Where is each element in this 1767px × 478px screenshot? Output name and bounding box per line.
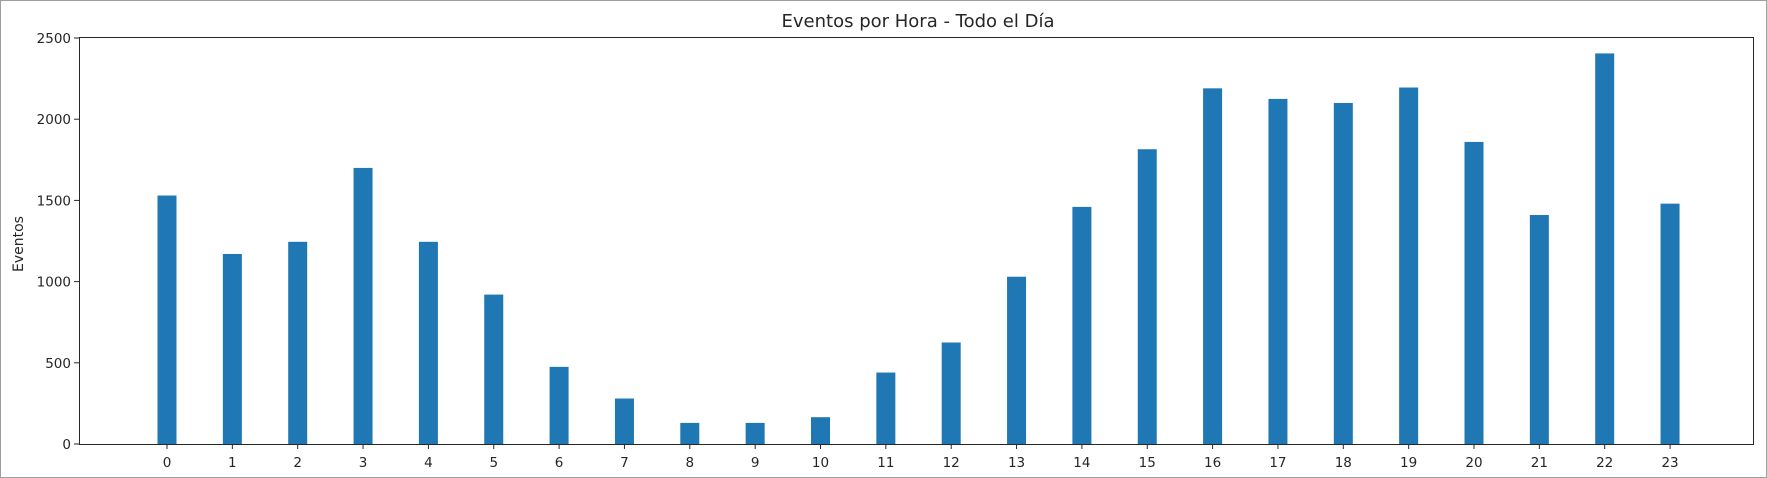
- x-tick-label: 19: [1400, 455, 1417, 471]
- bar-hour-5: [484, 294, 504, 444]
- x-tick-label: 12: [943, 455, 960, 471]
- bar-hour-11: [876, 372, 896, 444]
- y-tick-label: 1000: [37, 275, 71, 291]
- chart-title: Eventos por Hora - Todo el Día: [782, 11, 1055, 32]
- x-tick-label: 7: [620, 455, 629, 471]
- y-tick-label: 1500: [37, 193, 71, 209]
- bar-hour-15: [1137, 149, 1157, 445]
- x-tick-label: 18: [1335, 455, 1352, 471]
- bar-hour-1: [222, 253, 242, 444]
- x-tick-label: 14: [1073, 455, 1090, 471]
- y-tick-label: 0: [62, 437, 71, 453]
- bar-hour-10: [811, 417, 830, 444]
- y-axis-label: Eventos: [11, 216, 27, 272]
- bar-hour-16: [1203, 88, 1223, 444]
- bar-hour-13: [1007, 276, 1027, 444]
- y-tick-label: 500: [45, 356, 71, 372]
- bar-hour-9: [745, 422, 765, 444]
- x-ticks-group: 0 1 2 3 4 5 6 7 8 9 10 11 12 13 14 15 16 17 18 19 20 21 22 23: [163, 444, 1679, 471]
- x-tick-label: 22: [1596, 455, 1613, 471]
- bar-hour-3: [353, 167, 373, 445]
- bar-hour-22: [1595, 53, 1615, 445]
- x-tick-label: 5: [489, 455, 498, 471]
- bar-hour-4: [418, 241, 438, 444]
- bar-hour-2: [288, 241, 308, 444]
- bar-hour-0: [157, 195, 177, 444]
- x-tick-label: 1: [228, 455, 237, 471]
- x-tick-label: 23: [1661, 455, 1678, 471]
- x-tick-label: 15: [1139, 455, 1156, 471]
- bar-hour-21: [1529, 215, 1549, 444]
- x-tick-label: 13: [1008, 455, 1025, 471]
- x-tick-label: 9: [751, 455, 760, 471]
- y-tick-label: 2500: [37, 31, 71, 47]
- plot-area-frame: [79, 37, 1754, 445]
- x-tick-label: 21: [1531, 455, 1548, 471]
- x-tick-label: 2: [293, 455, 302, 471]
- x-tick-label: 11: [877, 455, 894, 471]
- x-tick-label: 0: [163, 455, 172, 471]
- x-tick-label: 6: [555, 455, 564, 471]
- x-tick-label: 8: [686, 455, 695, 471]
- bars-group: [157, 53, 1680, 445]
- x-tick-label: 4: [424, 455, 433, 471]
- bar-hour-6: [549, 366, 569, 444]
- bar-hour-20: [1464, 141, 1484, 444]
- x-tick-label: 16: [1204, 455, 1221, 471]
- bar-hour-8: [680, 422, 700, 444]
- bar-hour-7: [614, 398, 634, 444]
- bar-hour-19: [1399, 87, 1419, 444]
- bar-hour-18: [1333, 102, 1353, 445]
- x-tick-label: 20: [1465, 455, 1482, 471]
- x-tick-label: 17: [1269, 455, 1286, 471]
- bar-hour-23: [1660, 203, 1680, 444]
- bar-hour-17: [1268, 98, 1288, 445]
- bar-hour-14: [1072, 206, 1092, 444]
- bar-hour-12: [941, 342, 961, 444]
- y-tick-label: 2000: [37, 112, 71, 128]
- y-ticks-group: 0 500 1000 1500 2000 2500: [37, 31, 79, 453]
- x-tick-label: 10: [812, 455, 829, 471]
- x-tick-label: 3: [359, 455, 368, 471]
